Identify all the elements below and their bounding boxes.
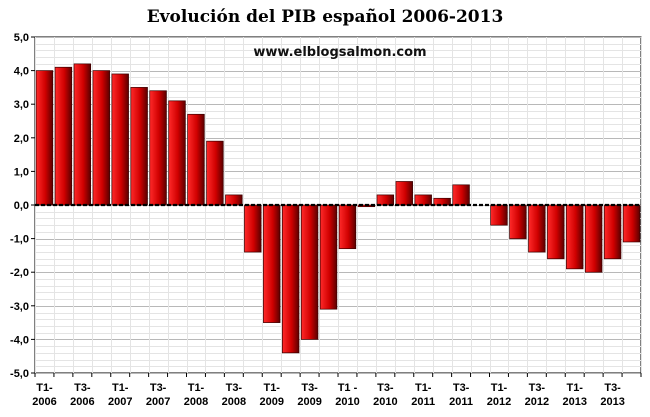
bar-T3-2010	[376, 194, 395, 206]
bar-T4-2008	[244, 204, 262, 253]
y-tick-label: 4,0	[14, 66, 29, 78]
y-tick-label: -3,0	[10, 301, 29, 313]
bar-T4-2007	[168, 100, 186, 206]
x-tick-label: T3-2010	[373, 382, 397, 408]
bar-T2-2007	[130, 87, 148, 206]
axes	[31, 36, 642, 377]
x-tick-label: T3-2012	[525, 382, 549, 408]
bar-T4-2006	[92, 70, 110, 206]
y-tick-label: -4,0	[10, 334, 29, 346]
y-tick-label: 1,0	[14, 166, 29, 178]
bar-T1-2012	[490, 204, 508, 226]
bar-T3-2006	[73, 63, 92, 206]
bar-T4-2013	[622, 204, 641, 243]
x-tick-labels: T1-2006 T3-2006 T1-2007 T3-2007 T1-2008 T3-20…	[32, 382, 625, 408]
bar-T1-2009	[263, 204, 281, 323]
bar-T1-2010	[338, 204, 357, 250]
bar-T2-2013	[584, 204, 603, 273]
y-tick-label: 3,0	[14, 99, 29, 111]
bar-T2-2011	[433, 197, 451, 206]
y-tick-labels: 5,0 4,0 3,0 2,0 1,0 0,0 -1,0 -2,0 -3,0 -4,0 -5,0	[10, 32, 29, 380]
bar-T1-2011	[414, 194, 432, 206]
bar-T1-2007	[111, 73, 129, 206]
x-tick-label: T3-2006	[70, 382, 94, 408]
x-tick-label: T1-2008	[184, 382, 208, 408]
y-tick-label: -5,0	[10, 368, 29, 380]
bars	[35, 63, 641, 354]
bar-T2-2012	[509, 204, 527, 239]
x-tick-label: T3-2007	[146, 382, 170, 408]
bar-T4-2009	[319, 204, 338, 310]
bar-T3-2007	[149, 90, 167, 206]
x-tick-label: T3-2009	[297, 382, 321, 408]
bar-T1-2013	[566, 204, 584, 270]
bar-T1-2006	[35, 70, 54, 206]
y-tick-label: 5,0	[14, 32, 29, 44]
bar-T2-2006	[54, 66, 73, 206]
x-tick-label: T3-2008	[222, 382, 246, 408]
bar-T4-2012	[547, 204, 565, 260]
x-tick-label: T1-2007	[108, 382, 132, 408]
bar-T3-2011	[452, 184, 470, 206]
x-tick-label: T3-2011	[449, 382, 473, 408]
bar-T2-2008	[206, 140, 224, 206]
y-tick-label: -1,0	[10, 234, 29, 246]
x-tick-label: T3-2013	[600, 382, 624, 408]
x-tick-label: T1-2011	[411, 382, 435, 408]
watermark-text: www.elblogsalmon.com	[253, 45, 426, 60]
x-tick-label: T1 -2010	[335, 382, 359, 408]
chart-title: Evolución del PIB español 2006-2013	[147, 7, 504, 27]
y-tick-label: 2,0	[14, 133, 29, 145]
y-tick-label: 0,0	[14, 200, 29, 212]
x-tick-label: T1-2006	[32, 382, 56, 408]
x-tick-label: T1-2013	[562, 382, 586, 408]
bar-T3-2009	[300, 204, 319, 340]
bar-T4-2010	[395, 181, 413, 206]
bar-T2-2009	[281, 204, 300, 354]
bar-T3-2012	[528, 204, 546, 253]
bar-T1-2008	[187, 113, 205, 206]
y-tick-label: -2,0	[10, 267, 29, 279]
bar-T3-2008	[225, 194, 243, 206]
bar-T3-2013	[603, 204, 622, 260]
x-tick-label: T1-2012	[487, 382, 511, 408]
x-tick-label: T1-2009	[259, 382, 283, 408]
